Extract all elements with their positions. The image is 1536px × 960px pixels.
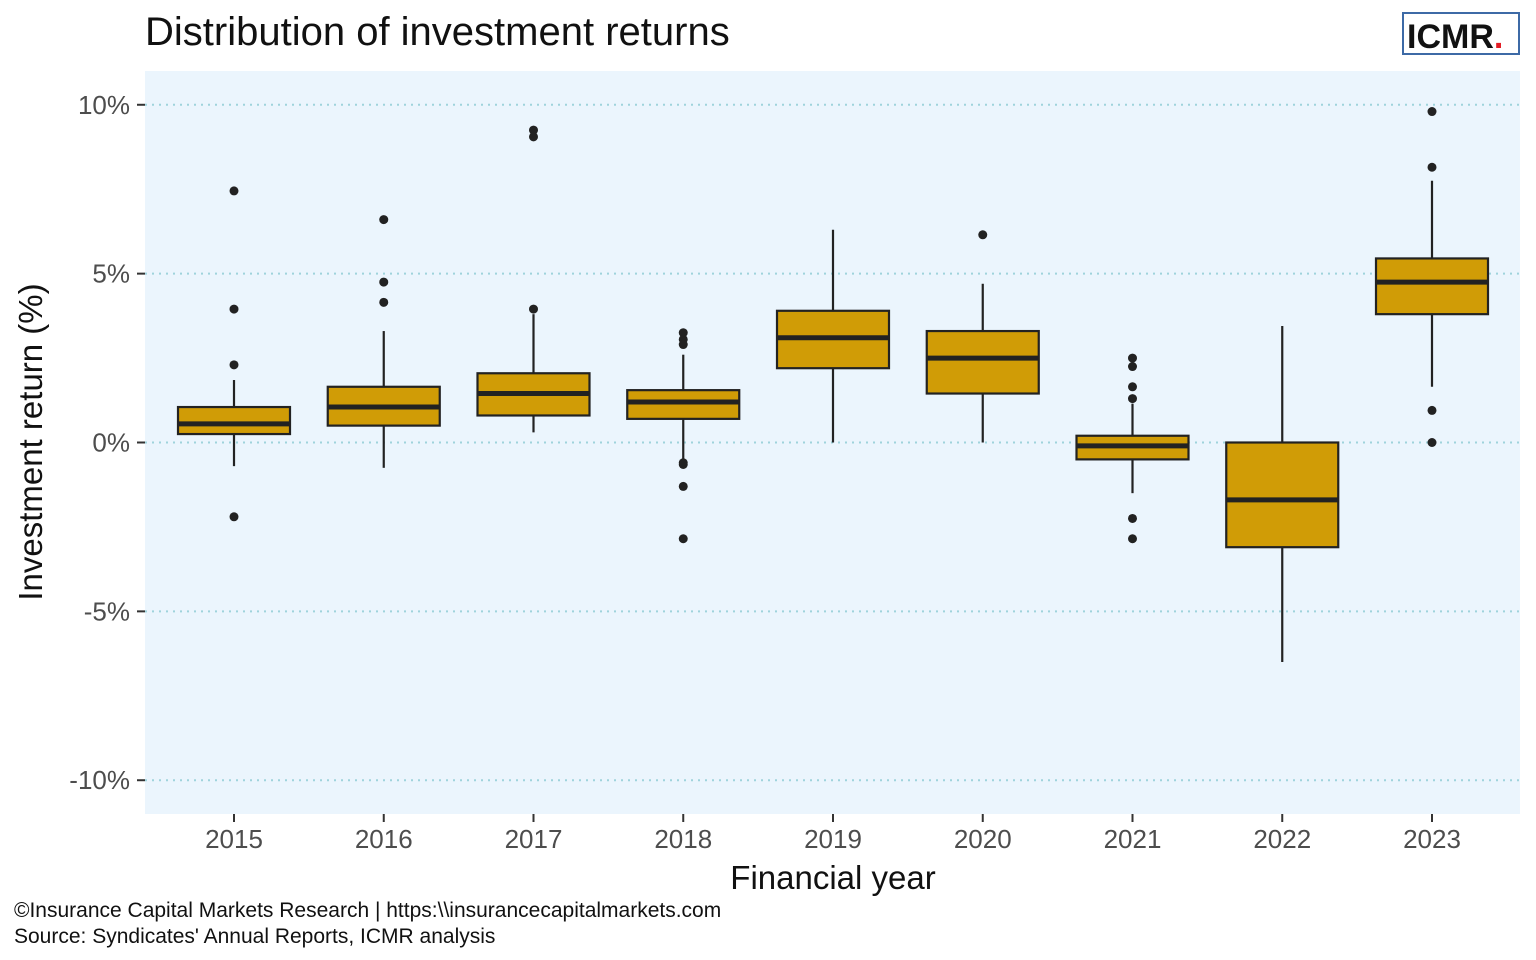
outlier-point <box>229 186 239 196</box>
outlier-point <box>379 277 389 287</box>
y-tick-label: -5% <box>84 596 130 626</box>
x-tick-label: 2015 <box>205 824 263 854</box>
outlier-point <box>678 459 688 469</box>
outlier-point <box>229 512 239 522</box>
outlier-point <box>1128 353 1137 363</box>
box-2017 <box>476 125 591 433</box>
outlier-point <box>978 230 988 240</box>
x-axis-ticks: 2015 2016 2017 2018 2019 2020 2021 2022 2023 <box>205 814 1461 854</box>
outlier-point <box>1128 534 1137 544</box>
x-axis-title: Financial year <box>730 859 935 896</box>
logo-border <box>1402 12 1520 55</box>
outlier-point <box>529 304 538 314</box>
box-2022 <box>1225 325 1340 663</box>
outlier-point <box>529 125 538 135</box>
box-2020 <box>925 230 1040 443</box>
outlier-point <box>229 304 239 314</box>
y-tick-label: 5% <box>92 259 130 289</box>
box-2023 <box>1374 107 1490 447</box>
y-axis-title: Investment return (%) <box>12 283 49 600</box>
outlier-point <box>1128 382 1137 392</box>
outlier-point <box>1128 394 1137 404</box>
box-2015 <box>176 186 292 522</box>
outlier-point <box>229 360 239 370</box>
outlier-point <box>1427 405 1437 415</box>
icmr-logo: ICMR. <box>1402 12 1520 56</box>
outlier-point <box>678 328 688 338</box>
box-2018 <box>626 328 741 544</box>
outlier-point <box>529 132 538 142</box>
outlier-point <box>1427 107 1437 117</box>
y-axis-ticks: -10% -5% 0% 5% 10% <box>69 90 145 795</box>
x-tick-label: 2017 <box>505 824 563 854</box>
outlier-point <box>1128 362 1137 372</box>
x-tick-label: 2022 <box>1253 824 1311 854</box>
box-2016 <box>326 215 441 468</box>
iqr-box <box>925 329 1040 395</box>
x-tick-label: 2016 <box>355 824 413 854</box>
outlier-point <box>1427 162 1437 172</box>
chart-title: Distribution of investment returns <box>145 10 730 54</box>
copyright-caption: ©Insurance Capital Markets Research | ht… <box>14 899 721 922</box>
y-tick-label: 0% <box>92 428 130 458</box>
y-tick-label: 10% <box>78 90 130 120</box>
box-2019 <box>775 229 891 443</box>
y-tick-label: -10% <box>69 765 130 795</box>
x-tick-label: 2023 <box>1403 824 1461 854</box>
outlier-point <box>1427 438 1437 447</box>
iqr-box <box>626 389 741 420</box>
outlier-point <box>379 215 389 225</box>
iqr-box <box>1374 257 1490 316</box>
outlier-point <box>678 481 688 491</box>
source-caption: Source: Syndicates' Annual Reports, ICMR… <box>14 925 495 948</box>
outlier-point <box>1128 513 1137 523</box>
x-tick-label: 2018 <box>654 824 712 854</box>
iqr-box <box>1225 441 1340 549</box>
iqr-box <box>176 405 292 436</box>
outlier-point <box>678 534 688 544</box>
x-tick-label: 2020 <box>954 824 1012 854</box>
boxes <box>176 107 1490 663</box>
logo-text: ICMR. <box>1407 18 1503 56</box>
x-tick-label: 2019 <box>804 824 862 854</box>
outlier-point <box>678 340 688 350</box>
box-2021 <box>1075 353 1190 544</box>
outlier-point <box>379 297 389 307</box>
x-tick-label: 2021 <box>1104 824 1162 854</box>
